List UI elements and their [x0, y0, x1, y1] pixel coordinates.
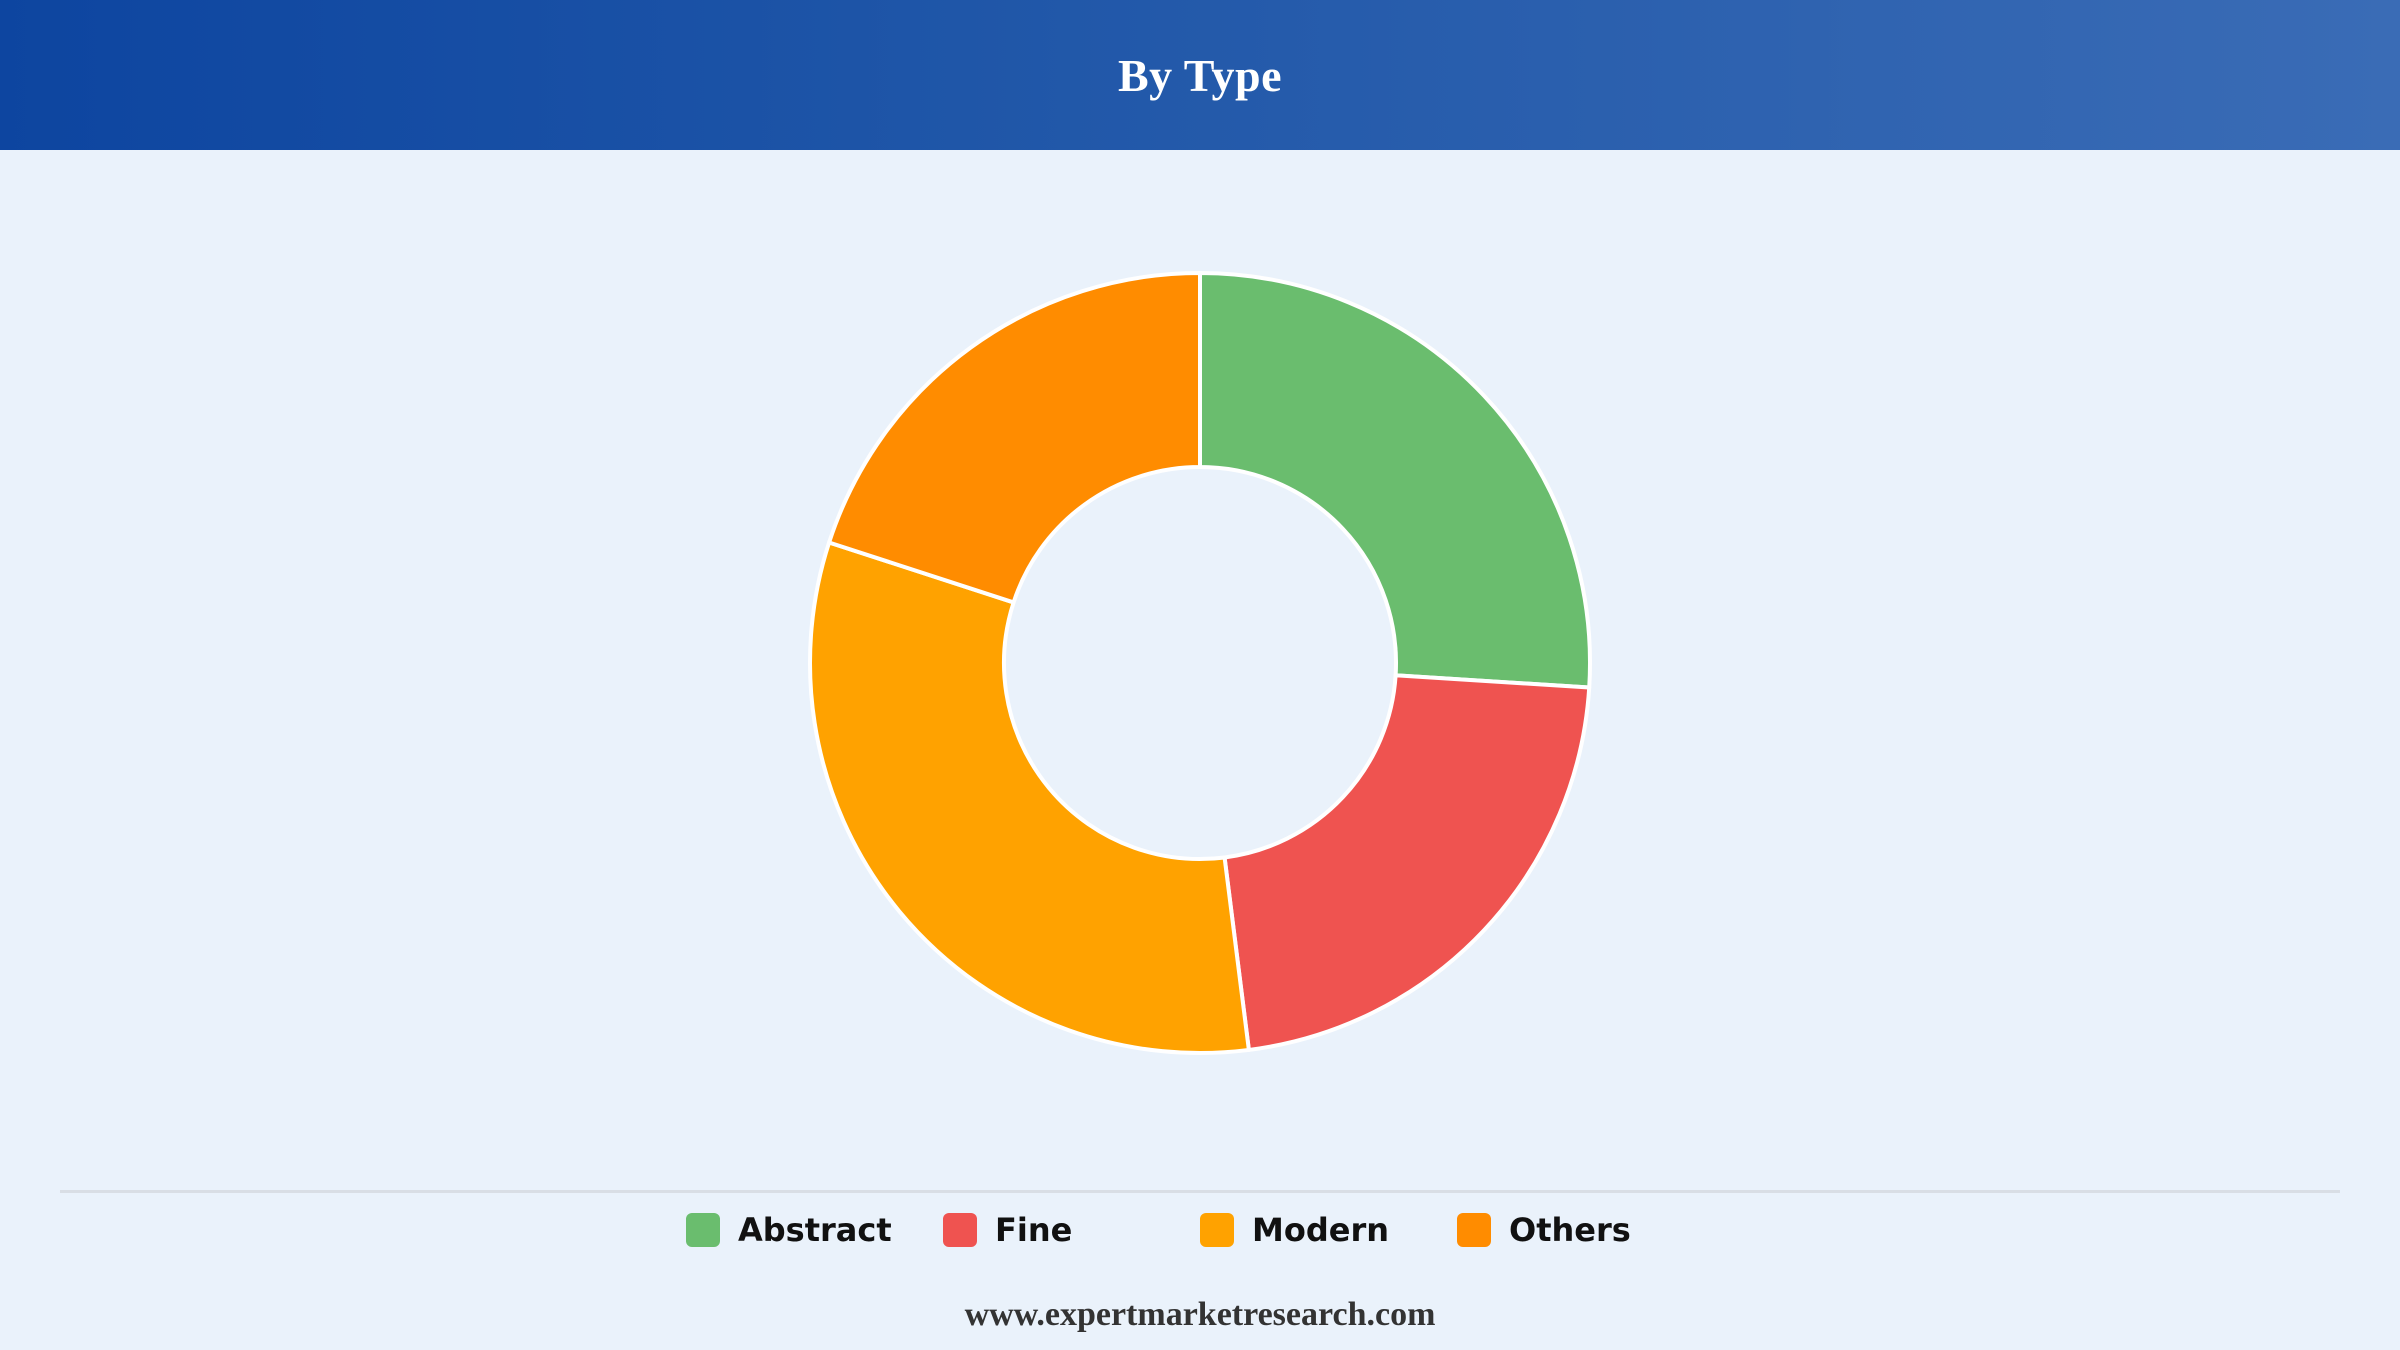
chart-title: By Type	[1117, 49, 1283, 101]
legend-swatch-fine	[943, 1213, 977, 1247]
legend-label-fine: Fine	[995, 1211, 1073, 1249]
legend-label-others: Others	[1509, 1211, 1631, 1249]
donut-slice-fine[interactable]	[1222, 673, 1592, 1052]
chart-area	[0, 150, 2400, 1190]
donut-slice-modern[interactable]	[808, 540, 1251, 1055]
donut-slice-others[interactable]	[827, 271, 1202, 605]
donut-slice-abstract[interactable]	[1198, 271, 1592, 690]
legend-label-abstract: Abstract	[738, 1211, 892, 1249]
chart-header: By Type	[0, 0, 2400, 150]
chart-legend: Abstract Fine Modern Others	[0, 1208, 2400, 1252]
legend-swatch-others	[1457, 1213, 1491, 1247]
legend-swatch-abstract	[686, 1213, 720, 1247]
legend-item-modern[interactable]: Modern	[1200, 1208, 1389, 1252]
legend-item-others[interactable]: Others	[1457, 1208, 1631, 1252]
donut-chart	[808, 271, 1592, 1055]
legend-item-fine[interactable]: Fine	[943, 1208, 1072, 1252]
legend-divider	[60, 1190, 2340, 1193]
legend-swatch-modern	[1200, 1213, 1234, 1247]
legend-label-modern: Modern	[1252, 1211, 1389, 1249]
legend-item-abstract[interactable]: Abstract	[686, 1208, 892, 1252]
source-footer: www.expertmarketresearch.com	[964, 1296, 1436, 1333]
